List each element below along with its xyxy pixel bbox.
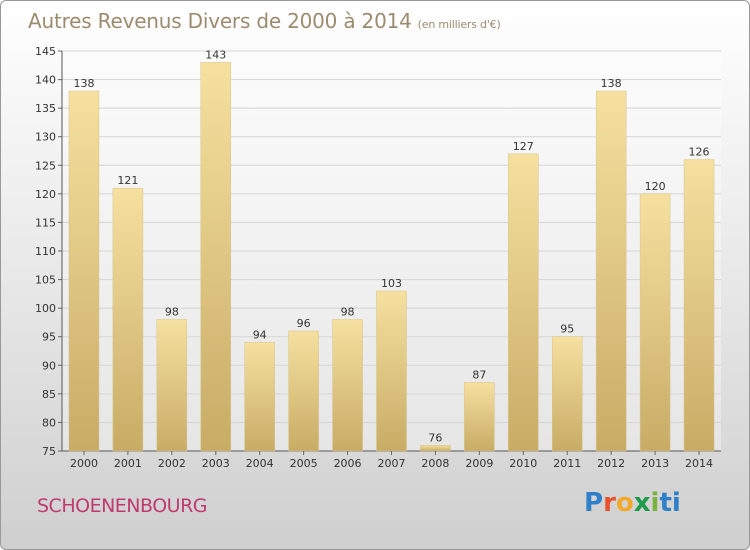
bar bbox=[595, 90, 627, 452]
bar-value-label: 138 bbox=[73, 77, 94, 90]
bar-value-label: 98 bbox=[165, 306, 179, 319]
y-tick-label: 110 bbox=[35, 245, 56, 258]
y-tick-label: 115 bbox=[35, 216, 56, 229]
x-tick-label: 2010 bbox=[509, 457, 537, 470]
bar-value-label: 103 bbox=[381, 277, 402, 290]
bar bbox=[68, 90, 100, 452]
logo-letter: o bbox=[615, 488, 634, 518]
commune-name: SCHOENENBOURG bbox=[37, 495, 208, 517]
x-tick-label: 2014 bbox=[685, 457, 713, 470]
bar bbox=[288, 330, 319, 452]
bar-value-label: 94 bbox=[253, 328, 267, 341]
bar-value-label: 120 bbox=[645, 180, 666, 193]
x-tick-label: 2001 bbox=[114, 457, 142, 470]
bar-value-label: 138 bbox=[601, 77, 622, 90]
proxiti-logo: Proxiti bbox=[584, 488, 681, 518]
bar bbox=[420, 445, 451, 452]
x-tick-label: 2002 bbox=[158, 457, 186, 470]
bar bbox=[156, 319, 188, 452]
chart-title: Autres Revenus Divers de 2000 à 2014 (en … bbox=[28, 9, 501, 33]
y-tick-label: 85 bbox=[42, 388, 56, 401]
bar-value-label: 76 bbox=[428, 431, 442, 444]
logo-letter: i bbox=[650, 488, 660, 518]
bar-value-label: 143 bbox=[205, 48, 226, 61]
bar bbox=[376, 290, 407, 452]
x-tick-label: 2004 bbox=[246, 457, 274, 470]
bar-value-label: 87 bbox=[472, 368, 486, 381]
x-tick-label: 2003 bbox=[202, 457, 230, 470]
bar bbox=[639, 193, 671, 452]
bar bbox=[332, 319, 363, 452]
x-tick-label: 2011 bbox=[553, 457, 581, 470]
bar-value-label: 95 bbox=[560, 323, 574, 336]
bar bbox=[551, 336, 583, 452]
bar-value-label: 127 bbox=[513, 140, 534, 153]
logo-letter: x bbox=[633, 488, 651, 518]
bar-value-label: 126 bbox=[689, 146, 710, 159]
chart-title-main: Autres Revenus Divers de 2000 à 2014 bbox=[28, 9, 412, 33]
y-tick-label: 120 bbox=[35, 188, 56, 201]
y-tick-label: 135 bbox=[35, 102, 56, 115]
y-tick-label: 105 bbox=[35, 274, 56, 287]
y-tick-label: 95 bbox=[42, 331, 56, 344]
x-tick-label: 2007 bbox=[378, 457, 406, 470]
bar bbox=[112, 187, 144, 452]
x-tick-label: 2005 bbox=[290, 457, 318, 470]
logo-letter: r bbox=[603, 488, 616, 518]
bar bbox=[464, 382, 495, 452]
y-tick-label: 75 bbox=[42, 445, 56, 458]
x-tick-label: 2006 bbox=[334, 457, 362, 470]
y-tick-label: 125 bbox=[35, 159, 56, 172]
y-tick-label: 145 bbox=[35, 45, 56, 58]
x-tick-label: 2013 bbox=[641, 457, 669, 470]
y-tick-label: 100 bbox=[35, 302, 56, 315]
y-tick-label: 130 bbox=[35, 131, 56, 144]
y-tick-label: 80 bbox=[42, 416, 56, 429]
bar bbox=[683, 159, 715, 452]
x-tick-label: 2012 bbox=[597, 457, 625, 470]
chart-title-unit: (en milliers d'€) bbox=[417, 18, 501, 31]
x-tick-label: 2000 bbox=[70, 457, 98, 470]
bar-value-label: 121 bbox=[117, 174, 138, 187]
bar-value-label: 96 bbox=[297, 317, 311, 330]
bar bbox=[508, 153, 539, 452]
y-tick-label: 140 bbox=[35, 74, 56, 87]
logo-letter: ti bbox=[659, 488, 681, 518]
x-tick-label: 2008 bbox=[421, 457, 449, 470]
bar bbox=[200, 62, 232, 452]
logo-letter: P bbox=[584, 488, 604, 518]
x-tick-label: 2009 bbox=[465, 457, 493, 470]
bar-value-label: 98 bbox=[341, 306, 355, 319]
y-tick-label: 90 bbox=[42, 359, 56, 372]
bar bbox=[244, 342, 275, 452]
